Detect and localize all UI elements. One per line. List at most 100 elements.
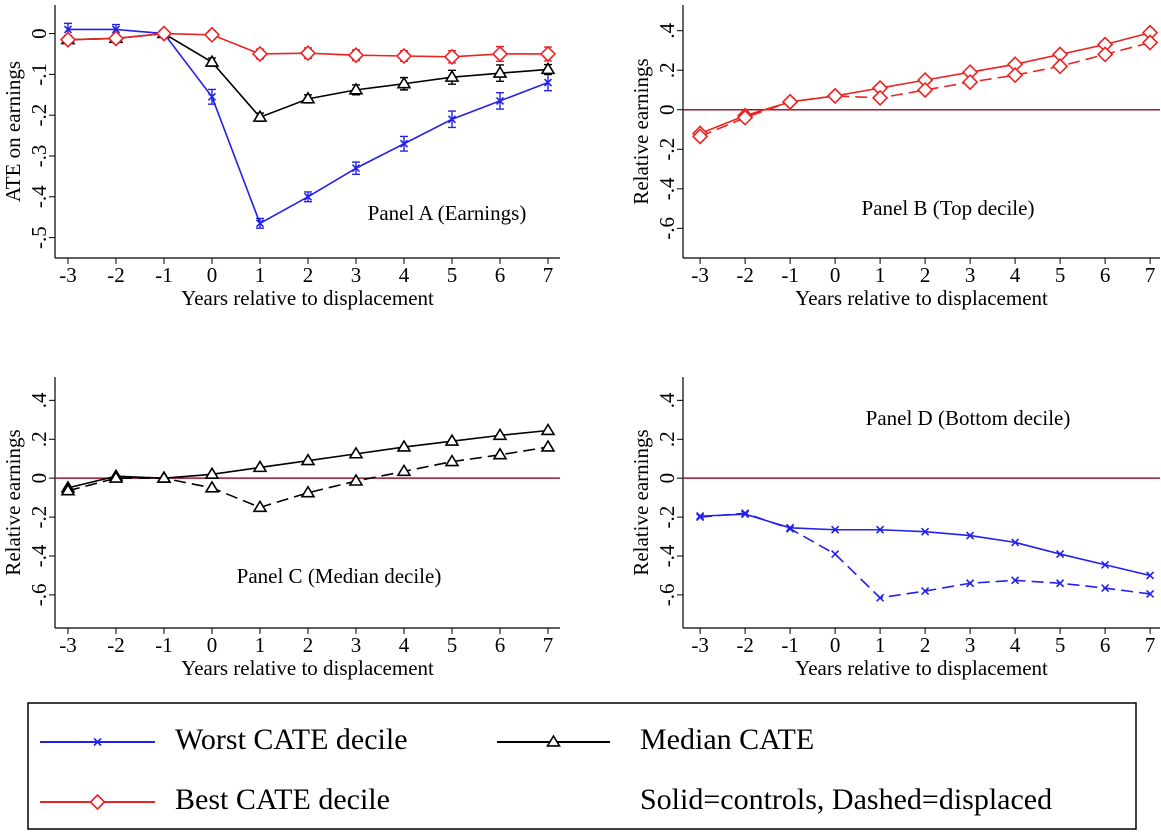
data-point	[1051, 58, 1069, 75]
x-tick-label: 0	[207, 633, 218, 657]
data-point	[540, 422, 556, 436]
legend-marker	[93, 737, 102, 747]
data-point	[543, 78, 553, 87]
y-tick-label: -.5	[27, 226, 51, 249]
x-tick-label: 1	[255, 263, 266, 287]
y-axis-title: Relative earnings	[1, 429, 25, 575]
series-line	[700, 512, 1151, 599]
x-tick-label: 1	[875, 263, 886, 287]
data-point	[108, 470, 124, 483]
x-tick-label: 2	[920, 263, 931, 287]
y-tick-label: .4	[655, 392, 679, 408]
data-point	[251, 45, 269, 63]
x-tick-label: -3	[59, 633, 77, 657]
y-tick-label: -.6	[655, 217, 679, 240]
data-point	[1141, 34, 1159, 51]
x-tick-label: 2	[920, 633, 931, 657]
data-point	[300, 453, 316, 466]
data-point	[396, 439, 412, 452]
legend-box	[27, 702, 1137, 830]
x-axis-title: Years relative to displacement	[181, 286, 434, 310]
x-tick-label: 4	[399, 263, 410, 287]
y-tick-label: -.4	[655, 177, 679, 200]
y-tick-label: .2	[655, 431, 679, 447]
x-tick-label: -3	[691, 263, 709, 287]
x-tick-label: 2	[303, 263, 314, 287]
data-point	[1101, 584, 1110, 593]
data-point	[696, 513, 705, 522]
data-point	[60, 483, 76, 496]
x-tick-label: 6	[495, 633, 506, 657]
data-point	[826, 87, 844, 105]
y-tick-label: 0	[655, 105, 679, 116]
y-axis-title: Relative earnings	[629, 429, 653, 575]
data-point	[444, 69, 460, 82]
data-point	[396, 76, 412, 89]
y-tick-label: .4	[27, 392, 51, 408]
data-point	[1096, 46, 1114, 63]
data-point	[876, 525, 885, 534]
data-point	[204, 54, 220, 67]
x-tick-label: -1	[155, 633, 173, 657]
x-tick-label: 7	[1145, 263, 1156, 287]
x-tick-label: 2	[303, 633, 314, 657]
y-tick-label: .4	[655, 22, 679, 38]
data-point	[492, 65, 508, 78]
x-tick-label: 0	[830, 263, 841, 287]
data-point	[831, 549, 840, 559]
y-axis-title: ATE on earnings	[1, 61, 25, 202]
x-tick-label: 5	[447, 633, 458, 657]
y-tick-label: -.6	[655, 584, 679, 607]
data-point	[252, 459, 268, 473]
y-tick-label: -.2	[27, 506, 51, 529]
y-tick-label: -.3	[27, 145, 51, 168]
data-point	[299, 45, 317, 62]
y-tick-label: .2	[27, 431, 51, 447]
data-point	[1011, 576, 1020, 585]
data-point	[300, 485, 316, 498]
data-point	[347, 47, 365, 64]
x-tick-label: 0	[207, 263, 218, 287]
x-tick-label: 6	[1100, 633, 1111, 657]
data-point	[396, 463, 412, 477]
panel-annotation: Panel B (Top decile)	[862, 196, 1035, 220]
y-tick-label: -.1	[27, 63, 51, 86]
data-point	[107, 30, 125, 47]
data-point	[155, 25, 173, 42]
data-point	[252, 499, 268, 513]
data-point	[63, 25, 73, 34]
data-point	[156, 470, 172, 483]
x-tick-label: 5	[1055, 633, 1066, 657]
y-tick-label: -.4	[27, 544, 51, 567]
panel-annotation: Panel A (Earnings)	[368, 201, 527, 225]
legend-marker	[89, 793, 106, 811]
data-point	[966, 531, 975, 540]
x-tick-label: 7	[543, 263, 554, 287]
legend-note: Solid=controls, Dashed=displaced	[640, 783, 1052, 816]
y-tick-label: -.2	[27, 104, 51, 127]
data-point	[252, 109, 268, 122]
data-point	[786, 524, 795, 533]
data-point	[871, 89, 889, 107]
legend-label: Worst CATE decile	[175, 723, 408, 756]
data-point	[59, 31, 77, 48]
data-point	[1011, 538, 1020, 547]
y-tick-label: -.2	[655, 506, 679, 529]
x-tick-label: 6	[1100, 263, 1111, 287]
data-point	[1006, 67, 1024, 84]
x-tick-label: 6	[495, 263, 506, 287]
data-point	[781, 93, 799, 110]
panel-annotation: Panel C (Median decile)	[237, 564, 442, 588]
data-point	[444, 454, 460, 467]
x-tick-label: -2	[736, 633, 754, 657]
y-tick-label: 0	[27, 473, 51, 484]
legend-label: Median CATE	[640, 723, 814, 756]
data-point	[540, 61, 556, 75]
x-tick-label: 4	[1010, 263, 1021, 287]
data-point	[736, 109, 754, 126]
data-point	[1146, 571, 1155, 580]
series-line	[699, 41, 1151, 138]
x-axis-title: Years relative to displacement	[181, 656, 434, 680]
series-line	[700, 513, 1151, 577]
data-point	[444, 433, 460, 446]
